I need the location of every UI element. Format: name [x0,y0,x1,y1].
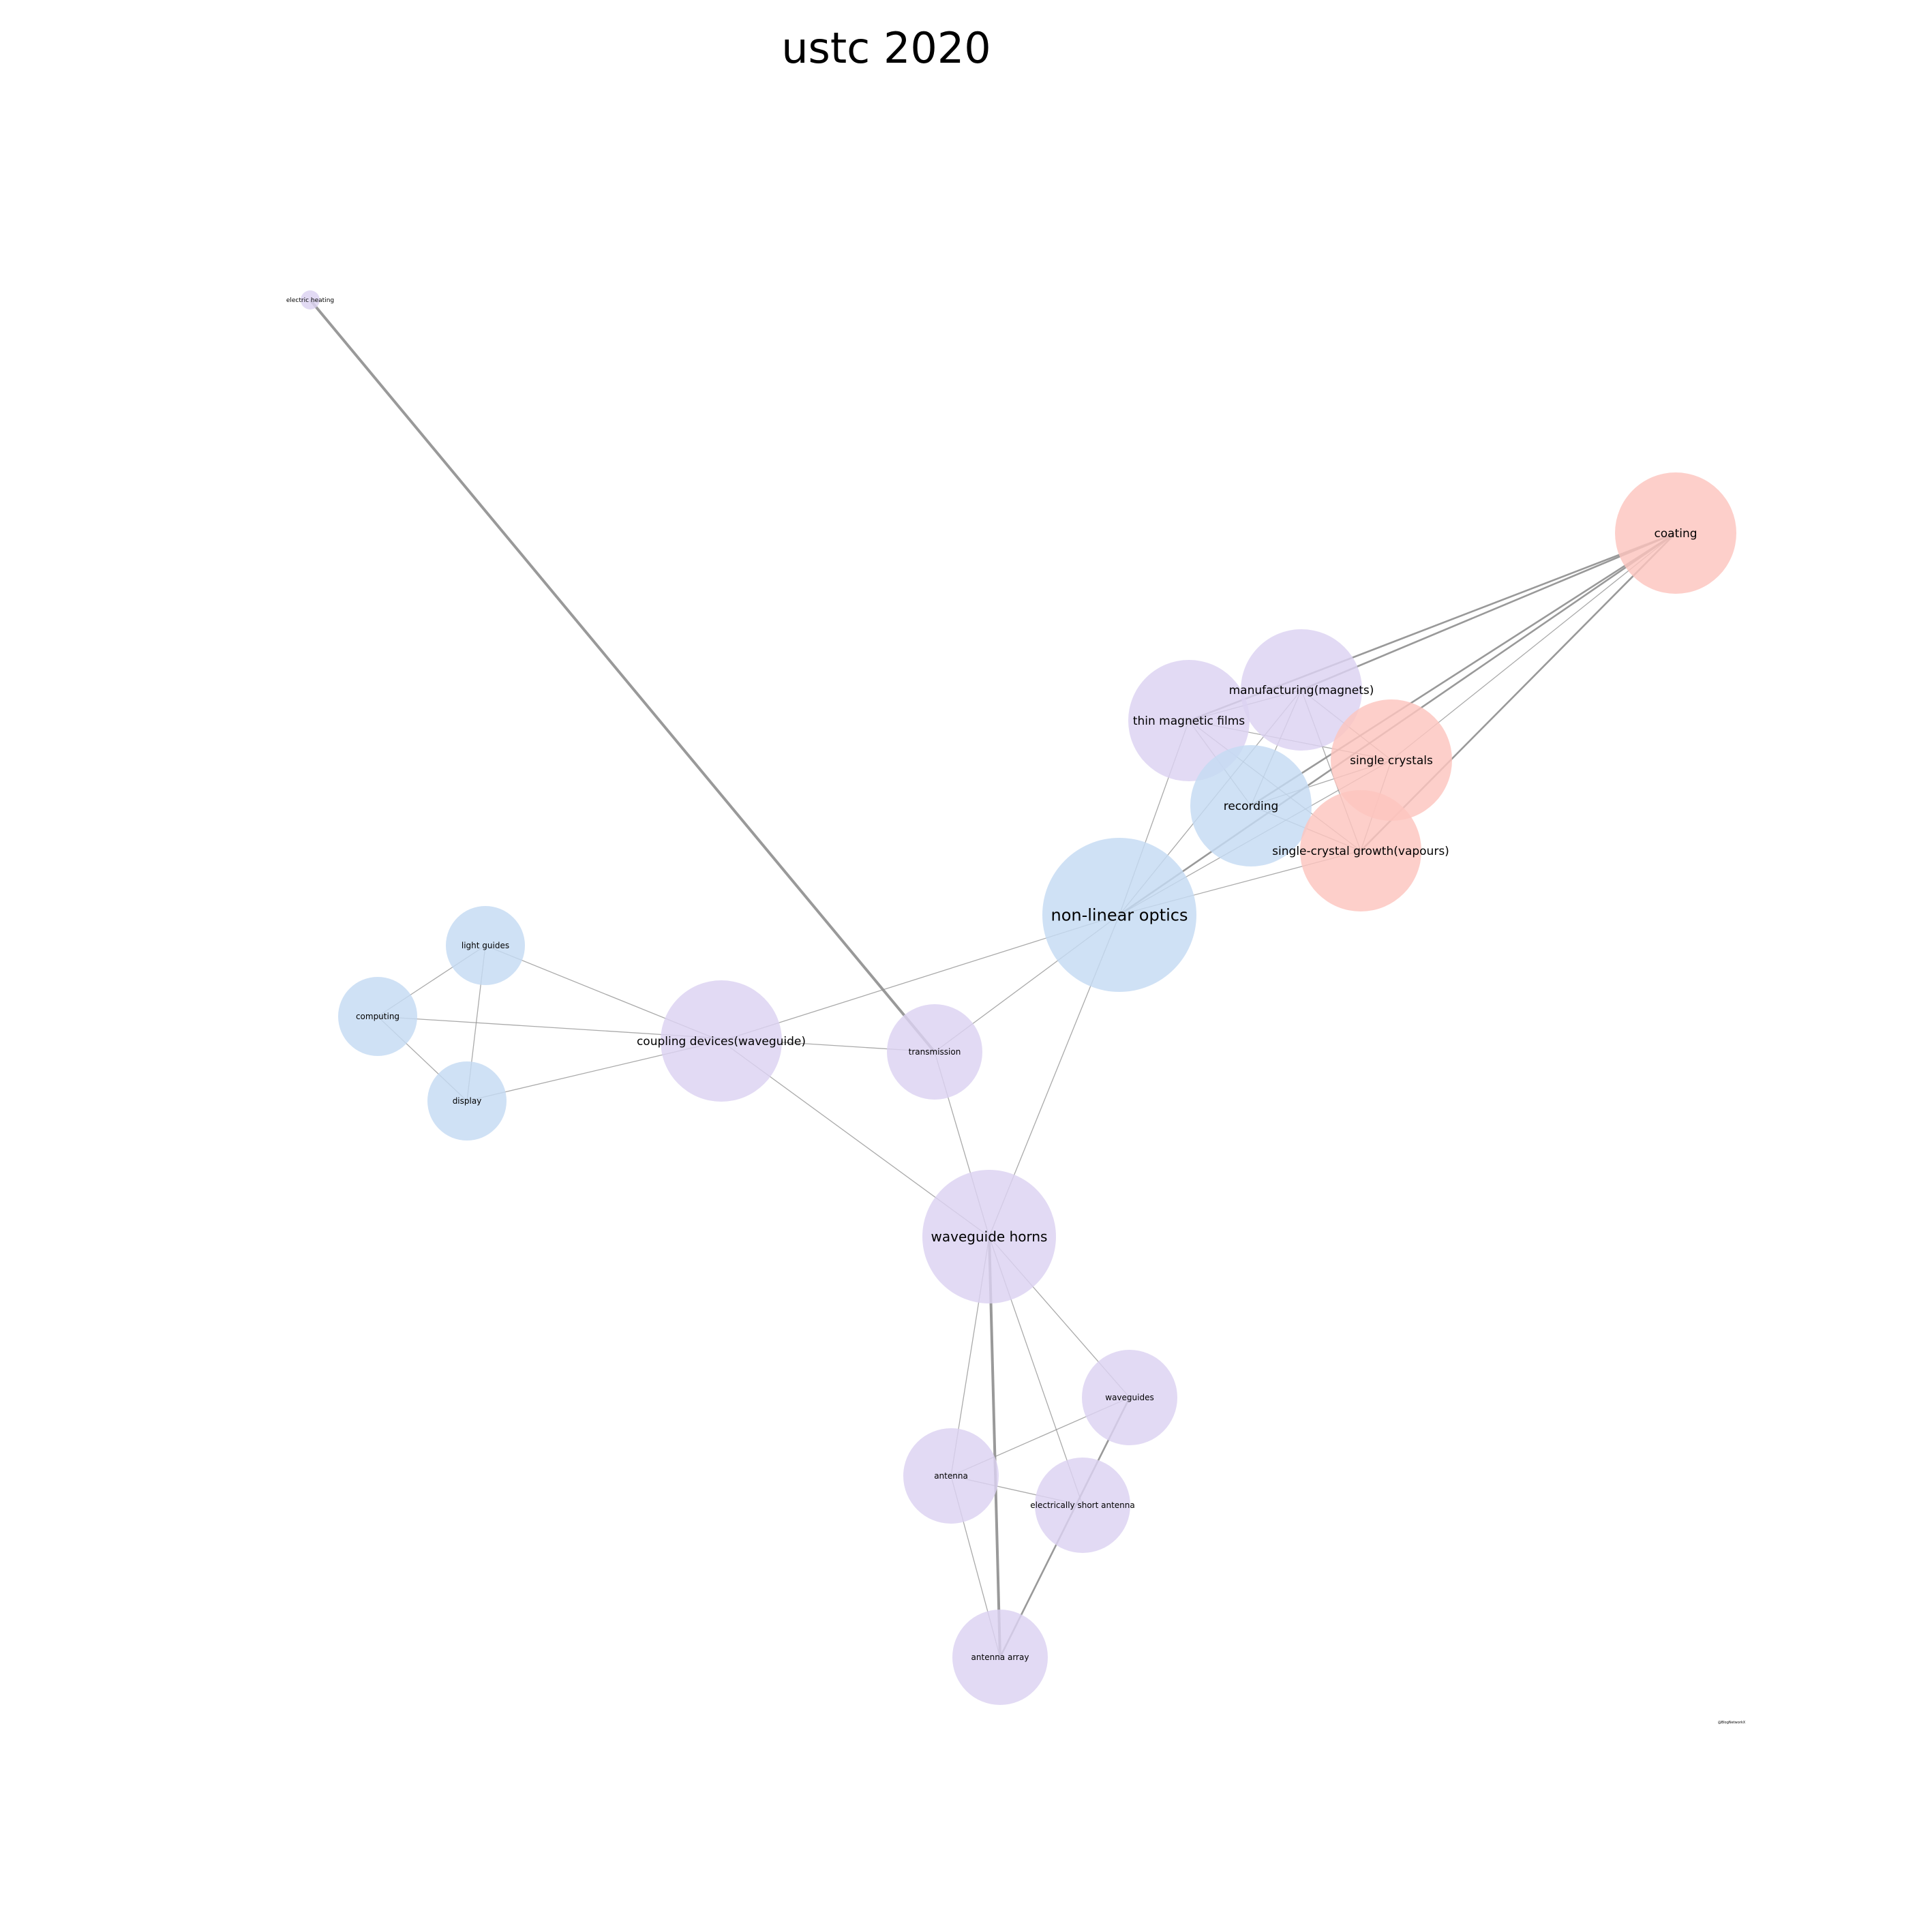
node-waveguide-horns[interactable] [922,1170,1056,1303]
node-electric-heating[interactable] [301,290,320,310]
node-label-light-guides: light guides [462,941,509,950]
node-computing[interactable] [338,977,417,1056]
node-circle-coupling-devices-waveguide [661,980,782,1102]
node-label-single-crystals: single crystals [1350,754,1433,768]
node-circle-non-linear-optics [1042,838,1196,992]
node-display[interactable] [427,1061,507,1141]
graph-title: ustc 2020 [781,23,991,73]
node-label-non-linear-optics: non-linear optics [1051,905,1188,924]
node-label-coupling-devices-waveguide: coupling devices(waveguide) [637,1035,806,1048]
node-manufacturing-magnets[interactable] [1241,629,1362,751]
node-label-waveguides: waveguides [1105,1393,1153,1402]
node-transmission[interactable] [887,1004,982,1100]
node-circle-recording [1190,745,1312,866]
node-circle-electrically-short-antenna [1035,1458,1130,1553]
node-circle-waveguide-horns [922,1170,1056,1303]
node-circle-antenna-array [952,1610,1048,1705]
node-non-linear-optics[interactable] [1042,838,1196,992]
node-circle-display [427,1061,507,1141]
node-label-electric-heating: electric heating [286,297,334,304]
node-circle-manufacturing-magnets [1241,629,1362,751]
node-circle-coating [1615,472,1736,594]
node-label-antenna-array: antenna array [971,1652,1029,1662]
node-coating[interactable] [1615,472,1736,594]
watermark: @BlogNetworkX [1718,1721,1746,1725]
edge-waveguide-horns-antenna-array [988,1236,1001,1658]
node-circle-thin-magnetic-films [1128,660,1250,781]
edge-computing-transmission [377,1016,935,1053]
node-label-display: display [453,1096,482,1106]
node-label-single-crystal-growth-vapours: single-crystal growth(vapours) [1272,845,1449,858]
edge-coating-recording [1250,532,1676,807]
node-circle-waveguides [1082,1350,1177,1445]
node-label-recording: recording [1224,800,1279,813]
node-label-manufacturing-magnets: manufacturing(magnets) [1229,684,1374,697]
node-label-thin-magnetic-films: thin magnetic films [1133,714,1245,728]
node-label-antenna: antenna [934,1471,968,1481]
node-single-crystal-growth-vapours[interactable] [1300,790,1421,911]
node-circle-computing [338,977,417,1056]
node-antenna[interactable] [903,1428,999,1524]
node-antenna-array[interactable] [952,1610,1048,1705]
nodes-layer: coating thin magnetic films manufacturing(… [286,290,1736,1705]
edge-coating-manufacturing-magnets [1301,532,1676,691]
node-circle-electric-heating [301,290,320,310]
node-thin-magnetic-films[interactable] [1128,660,1250,781]
node-label-transmission: transmission [909,1047,961,1057]
node-recording[interactable] [1190,745,1312,866]
edge-electric-heating-transmission [309,299,936,1053]
node-circle-single-crystal-growth-vapours [1300,790,1421,911]
node-circle-antenna [903,1428,999,1524]
node-label-computing: computing [356,1012,399,1021]
node-circle-light-guides [446,906,525,985]
node-circle-transmission [887,1004,982,1100]
node-label-electrically-short-antenna: electrically short antenna [1030,1500,1134,1510]
node-label-waveguide-horns: waveguide horns [931,1228,1048,1245]
node-coupling-devices-waveguide[interactable] [661,980,782,1102]
node-electrically-short-antenna[interactable] [1035,1458,1130,1553]
node-waveguides[interactable] [1082,1350,1177,1445]
node-label-coating: coating [1654,527,1697,541]
node-light-guides[interactable] [446,906,525,985]
